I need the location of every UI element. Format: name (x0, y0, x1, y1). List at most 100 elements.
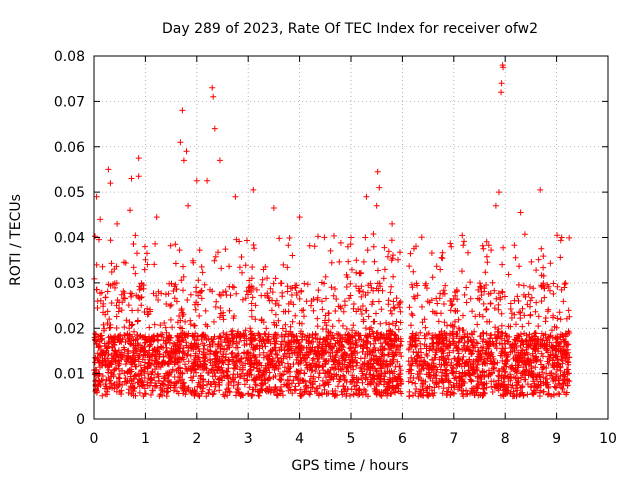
data-point (421, 365, 427, 372)
data-point (501, 387, 508, 394)
data-point (146, 356, 153, 363)
data-point (346, 345, 353, 352)
data-point (195, 277, 202, 284)
data-point (280, 371, 287, 378)
data-point (533, 299, 540, 306)
data-point (217, 305, 224, 311)
data-point (337, 347, 343, 354)
data-point (513, 321, 519, 328)
data-point (386, 321, 393, 328)
data-point (537, 387, 544, 394)
data-point (524, 391, 531, 398)
data-point (322, 380, 329, 387)
data-point (273, 362, 280, 369)
data-point (179, 107, 186, 114)
data-point (357, 306, 364, 313)
data-point (478, 381, 485, 388)
data-point (285, 387, 292, 394)
data-point (166, 371, 173, 378)
data-point (267, 340, 274, 347)
data-point (356, 391, 363, 398)
data-point (442, 334, 449, 341)
data-point (355, 386, 362, 393)
data-point (301, 370, 308, 377)
data-point (102, 311, 109, 318)
data-point (285, 376, 291, 383)
data-point (338, 305, 344, 312)
data-point (135, 307, 141, 314)
data-point (297, 386, 304, 393)
data-point (334, 392, 340, 399)
data-point (550, 290, 557, 297)
data-point (446, 338, 453, 345)
data-point (246, 283, 253, 290)
data-point (554, 363, 561, 370)
data-point (193, 284, 200, 291)
data-point (120, 344, 127, 351)
data-point (422, 280, 429, 287)
data-point (213, 298, 220, 305)
data-point (366, 331, 373, 338)
data-point (539, 282, 546, 289)
data-point (325, 358, 332, 364)
data-point (305, 340, 312, 347)
data-point (410, 375, 417, 381)
data-point (359, 368, 365, 375)
data-point (267, 285, 274, 292)
data-point (148, 391, 154, 398)
data-point (459, 232, 466, 239)
data-point (418, 366, 425, 373)
data-point (455, 355, 462, 361)
data-point (266, 353, 273, 360)
data-point (327, 247, 334, 254)
data-point (495, 290, 502, 297)
data-point (389, 370, 396, 377)
data-point (319, 298, 325, 305)
data-point (95, 357, 102, 364)
data-point (525, 371, 532, 378)
data-point (156, 393, 163, 400)
data-point (141, 340, 148, 346)
data-point (460, 353, 467, 360)
data-point (377, 375, 384, 382)
data-point (128, 366, 135, 373)
data-point (236, 338, 243, 345)
data-point (485, 345, 492, 352)
data-point (275, 365, 282, 372)
data-point (194, 354, 201, 361)
data-point (310, 307, 317, 314)
data-point (157, 382, 164, 389)
data-point (417, 340, 424, 347)
data-point (170, 288, 177, 294)
data-point (309, 357, 316, 364)
data-point (153, 292, 160, 299)
data-point (321, 234, 328, 241)
data-point (238, 355, 245, 362)
data-point (229, 358, 236, 365)
data-point (165, 290, 172, 297)
data-point (434, 300, 441, 307)
data-point (487, 371, 494, 378)
data-point (332, 286, 338, 292)
data-point (231, 313, 238, 319)
data-point (488, 358, 495, 365)
data-point (331, 335, 338, 342)
data-point (521, 312, 528, 319)
data-point (211, 318, 217, 325)
data-point (550, 312, 557, 319)
data-point (205, 389, 212, 396)
data-point (179, 370, 186, 377)
data-point (304, 281, 311, 288)
data-point (373, 202, 380, 209)
data-point (297, 376, 304, 383)
data-point (187, 388, 194, 395)
data-point (378, 306, 385, 313)
data-point (207, 359, 214, 366)
y-tick-label: 0.01 (54, 367, 85, 383)
data-point (216, 387, 223, 394)
data-point (213, 358, 220, 365)
data-point (180, 356, 187, 363)
data-point (306, 377, 313, 384)
data-point (459, 346, 466, 353)
data-point (252, 302, 259, 309)
